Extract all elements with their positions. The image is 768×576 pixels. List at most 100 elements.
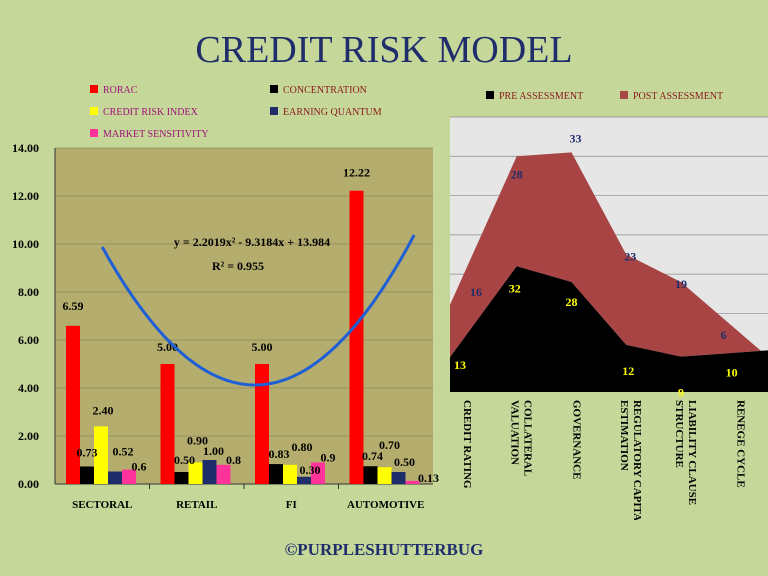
legend-label: CREDIT RISK INDEX <box>103 107 199 118</box>
data-label-pre: 12 <box>622 364 634 378</box>
bar-market-sensitivity <box>216 464 231 484</box>
legend-swatch <box>486 91 494 99</box>
trendline-equation: y = 2.2019x² - 9.3184x + 13.984 <box>174 235 330 249</box>
data-label: 0.30 <box>300 463 321 477</box>
legend-swatch <box>90 107 98 115</box>
legend-swatch <box>270 85 278 93</box>
bar-rorac <box>255 364 269 484</box>
x-category-label-line: ESTIMATION <box>618 400 630 471</box>
data-label-post: 6 <box>721 328 727 342</box>
y-tick-label: 8.00 <box>18 285 39 299</box>
data-label-post: 23 <box>624 250 636 264</box>
legend-swatch <box>90 129 98 137</box>
bar-credit-risk-index <box>188 462 203 484</box>
x-category-label: CREDIT RATING <box>461 400 473 489</box>
x-category-label-line: LIABILITY CLAUSE <box>686 400 698 505</box>
bar-market-sensitivity <box>405 480 420 484</box>
x-category-label: SECTORAL <box>72 499 132 511</box>
legend-label: POST ASSESSMENT <box>633 91 723 102</box>
data-label: 5.00 <box>252 340 273 354</box>
legend-swatch <box>270 107 278 115</box>
data-label: 0.50 <box>174 453 195 467</box>
bar-earning-quantum <box>391 472 406 484</box>
bar-earning-quantum <box>297 476 311 484</box>
data-label: 0.83 <box>269 447 290 461</box>
x-category-label-line: GOVERNANCE <box>570 400 582 479</box>
area-chart: 13 32 28 12 9 10 16 28 33 23 19 6 CREDIT RATING COLLA… <box>450 91 768 520</box>
data-label: 0.52 <box>113 445 134 459</box>
data-label: 0.13 <box>418 471 439 485</box>
data-label: 0.70 <box>379 438 400 452</box>
data-label: 12.22 <box>343 166 370 180</box>
data-label: 6.59 <box>63 299 84 313</box>
x-category-label: FI <box>286 499 297 511</box>
bar-credit-risk-index <box>283 464 297 484</box>
data-label: 0.74 <box>362 449 383 463</box>
y-tick-label: 12.00 <box>12 189 39 203</box>
y-tick-label: 10.00 <box>12 237 39 251</box>
bar-earning-quantum <box>108 471 122 484</box>
data-label: 0.9 <box>321 450 336 464</box>
data-label-pre: 10 <box>726 366 738 380</box>
x-category-label-line: CREDIT RATING <box>461 400 473 489</box>
copyright-footer: ©PURPLESHUTTERBUG <box>284 540 484 559</box>
bar-credit-risk-index <box>377 467 392 484</box>
bar-credit-risk-index <box>94 426 108 484</box>
page-title: CREDIT RISK MODEL <box>195 29 573 71</box>
data-label-pre: 13 <box>454 358 466 372</box>
bar-market-sensitivity <box>311 462 325 484</box>
x-category-label: GOVERNANCE <box>570 400 582 479</box>
trendline-curve <box>100 234 416 387</box>
x-category-label-line: VALUATION <box>509 400 521 465</box>
bar-rorac <box>349 190 364 484</box>
data-label-post: 19 <box>675 277 687 291</box>
data-label: 0.8 <box>226 453 241 467</box>
data-label: 2.40 <box>93 403 114 417</box>
y-tick-label: 6.00 <box>18 333 39 347</box>
legend-label: PRE ASSESSMENT <box>499 91 583 102</box>
data-label: 0.50 <box>394 455 415 469</box>
bar-concentration <box>363 466 378 484</box>
legend-label: CONCENTRATION <box>283 85 367 96</box>
trendline-r2: R² = 0.955 <box>212 259 264 273</box>
x-category-label-line: STRUCTURE <box>673 400 685 468</box>
data-label: 0.90 <box>187 433 208 447</box>
bar-earning-quantum <box>202 460 217 484</box>
bar-concentration <box>269 464 283 484</box>
legend-label: EARNING QUANTUM <box>283 107 382 118</box>
legend-label: MARKET SENSITIVITY <box>103 129 209 140</box>
y-tick-label: 0.00 <box>18 477 39 491</box>
data-label-post: 16 <box>470 285 482 299</box>
y-tick-label: 4.00 <box>18 381 39 395</box>
y-tick-label: 2.00 <box>18 429 39 443</box>
x-category-label-line: RENEGE CYCLE <box>735 400 747 488</box>
x-category-label: AUTOMOTIVE <box>347 499 424 511</box>
data-label-pre: 28 <box>565 295 577 309</box>
bar-rorac <box>66 325 80 484</box>
data-label: 0.73 <box>77 445 98 459</box>
area-pre-assessment <box>450 266 768 392</box>
data-label: 0.6 <box>132 460 147 474</box>
bar-concentration <box>174 472 189 484</box>
legend-swatch <box>620 91 628 99</box>
bar-market-sensitivity <box>122 469 136 484</box>
x-category-label: RENEGE CYCLE <box>735 400 747 488</box>
data-label-post: 33 <box>569 131 581 145</box>
bar-rorac <box>160 364 175 484</box>
legend-label: RORAC <box>103 85 138 96</box>
data-label: 1.00 <box>203 444 224 458</box>
data-label: 0.80 <box>292 440 313 454</box>
x-category-label: RETAIL <box>176 499 217 511</box>
data-label-pre: 9 <box>678 386 684 400</box>
area-post-assessment <box>450 152 768 358</box>
data-label-pre: 32 <box>509 281 521 295</box>
data-label-post: 28 <box>511 167 523 181</box>
bar-concentration <box>80 466 94 484</box>
y-tick-label: 14.00 <box>12 141 39 155</box>
bar-chart: 0.00 2.00 4.00 6.00 8.00 10.00 12.00 14.00 SECTO… <box>12 85 439 511</box>
legend-swatch <box>90 85 98 93</box>
plot-area <box>55 148 433 484</box>
